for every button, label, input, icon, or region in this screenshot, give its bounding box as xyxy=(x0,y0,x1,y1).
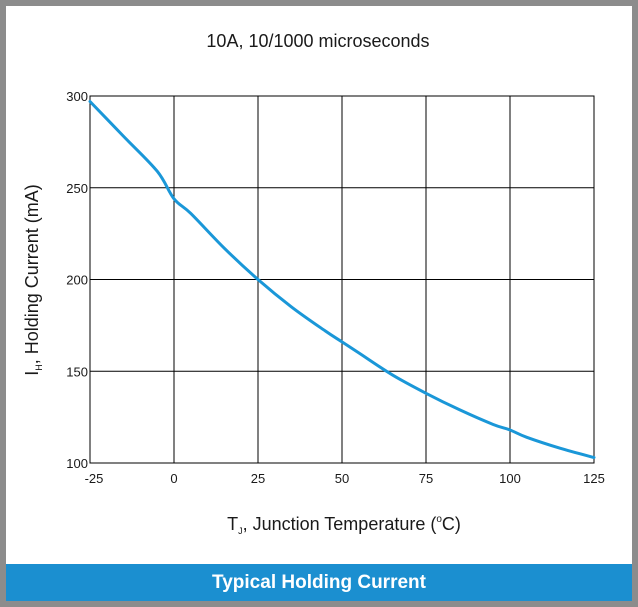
y-tick-labels: 100 150 200 250 300 xyxy=(66,89,88,471)
y-tick-label: 150 xyxy=(66,364,88,379)
x-tick-labels: -25 0 25 50 75 100 125 xyxy=(85,471,605,486)
chart-title: 10A, 10/1000 microseconds xyxy=(206,31,429,51)
x-tick-label: -25 xyxy=(85,471,104,486)
x-tick-label: 0 xyxy=(170,471,177,486)
series-line xyxy=(88,100,596,459)
y-tick-label: 300 xyxy=(66,89,88,104)
x-tick-label: 75 xyxy=(419,471,433,486)
plot-area-border xyxy=(89,95,595,464)
y-axis-label: IH, Holding Current (mA) xyxy=(22,184,44,376)
x-tick-label: 25 xyxy=(251,471,265,486)
grid xyxy=(89,95,595,464)
y-tick-label: 250 xyxy=(66,181,88,196)
y-tick-label: 200 xyxy=(66,273,88,288)
chart-caption: Typical Holding Current xyxy=(212,571,426,593)
x-axis-label: TJ, Junction Temperature (oC) xyxy=(227,514,461,536)
chart-svg: 10A, 10/1000 microseconds 10015020025030… xyxy=(22,31,605,536)
chart-caption-banner: Typical Holding Current xyxy=(6,564,632,601)
y-tick-label: 100 xyxy=(66,456,88,471)
x-tick-label: 125 xyxy=(583,471,605,486)
x-tick-label: 50 xyxy=(335,471,349,486)
x-tick-label: 100 xyxy=(499,471,521,486)
